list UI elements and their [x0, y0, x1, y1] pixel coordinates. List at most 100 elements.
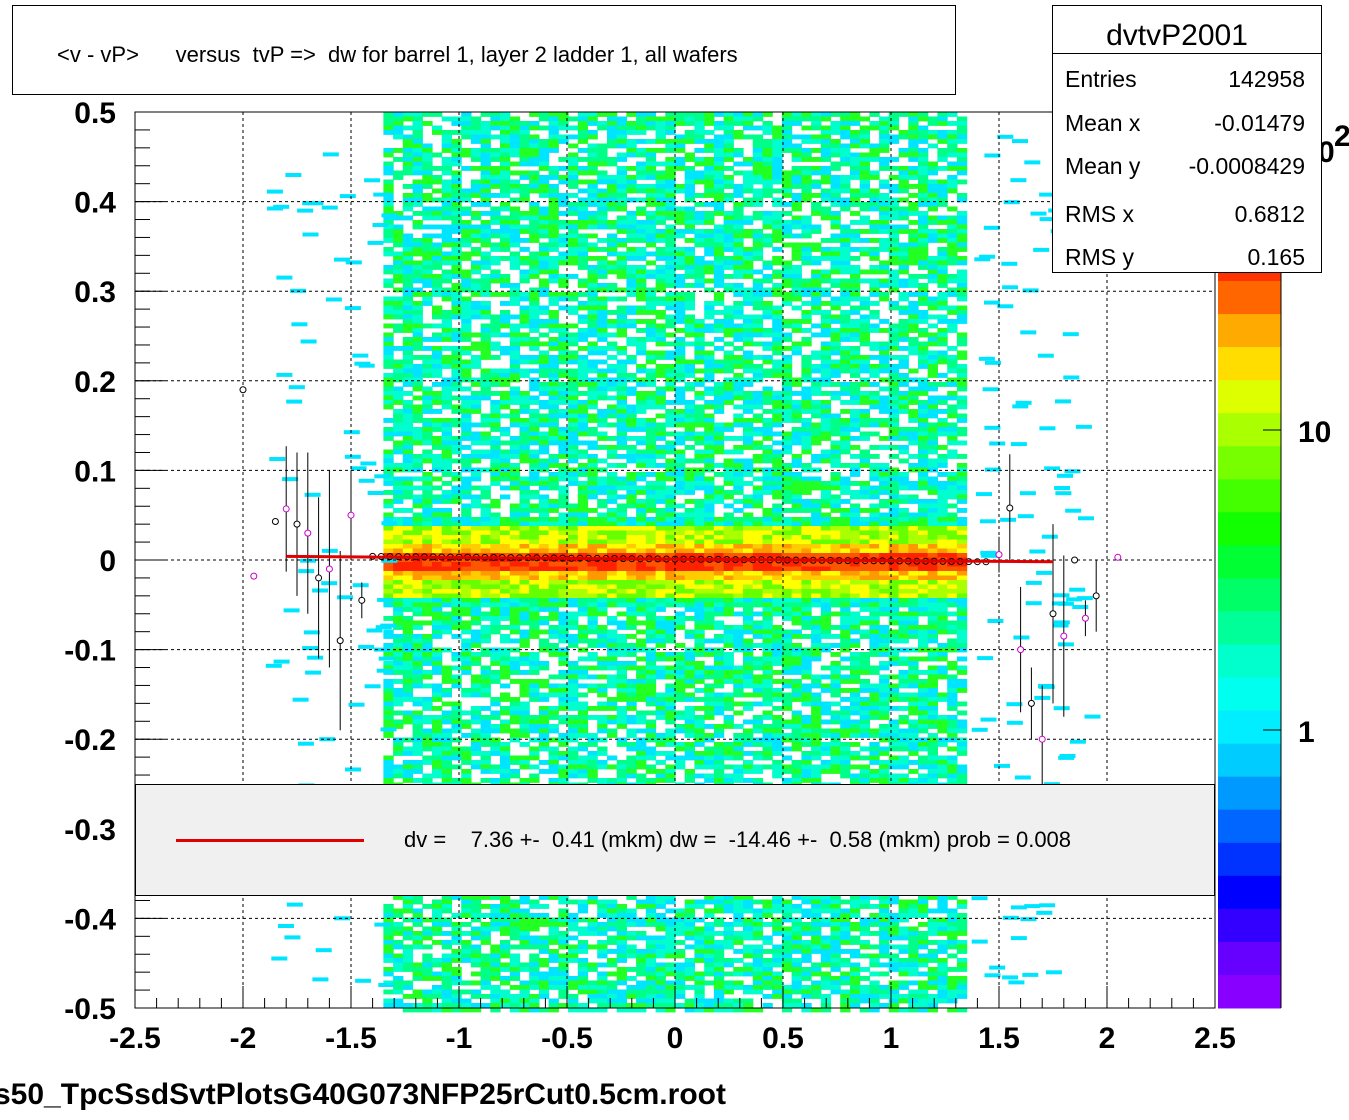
heatmap-cell — [432, 445, 443, 450]
heatmap-cell — [451, 256, 462, 261]
heatmap-cell — [412, 454, 423, 459]
heatmap-cell — [461, 377, 472, 383]
heatmap-cell — [645, 688, 657, 693]
heatmap-cell — [519, 332, 530, 338]
heatmap-cell — [665, 301, 676, 306]
heatmap-cell — [383, 377, 394, 383]
heatmap-cell — [636, 341, 647, 347]
heatmap-cell — [422, 944, 433, 950]
heatmap-cell — [548, 278, 559, 284]
heatmap-cell — [577, 949, 589, 954]
heatmap-cell — [509, 1007, 521, 1013]
heatmap-cell — [597, 539, 608, 545]
heatmap-cell — [548, 269, 559, 275]
heatmap-cell — [470, 580, 482, 585]
heatmap-cell — [500, 377, 511, 383]
heatmap-cell — [393, 400, 404, 405]
heatmap-cell — [684, 499, 695, 504]
heatmap-cell — [461, 427, 472, 432]
heatmap-cell — [422, 274, 433, 279]
heatmap-cell — [636, 508, 647, 513]
heatmap-cell — [402, 184, 414, 189]
heatmap-cell — [684, 755, 695, 761]
heatmap-cell — [402, 958, 414, 963]
heatmap-cell — [529, 562, 540, 567]
heatmap-cell — [509, 125, 521, 131]
heatmap-cell — [558, 449, 569, 455]
heatmap-cell — [645, 548, 657, 554]
heatmap-cell — [626, 922, 637, 927]
heatmap-cell — [519, 355, 530, 360]
heatmap-cell — [441, 404, 452, 410]
heatmap-cell — [441, 571, 452, 576]
heatmap-cell — [616, 463, 627, 468]
heatmap-cell — [451, 449, 462, 455]
heatmap-cell — [665, 539, 676, 545]
heatmap-cell — [597, 571, 608, 576]
heatmap-cell — [597, 593, 608, 599]
heatmap-cell — [422, 1003, 433, 1008]
heatmap-cell — [412, 535, 423, 540]
heatmap-cell — [675, 692, 686, 698]
heatmap-cell — [480, 368, 491, 374]
heatmap-cell — [684, 917, 695, 923]
heatmap-cell — [587, 616, 598, 621]
heatmap-cell — [675, 454, 686, 459]
heatmap-cell — [500, 152, 511, 158]
heatmap-cell — [616, 508, 627, 513]
heatmap-cell — [480, 674, 491, 680]
heatmap-cell — [577, 409, 589, 414]
heatmap-cell — [568, 251, 579, 257]
heatmap-cell — [412, 157, 423, 162]
heatmap-cell — [402, 616, 414, 621]
heatmap-cell — [393, 485, 404, 491]
heatmap-cell — [500, 170, 511, 176]
heatmap-cell — [383, 571, 394, 576]
heatmap-cell — [636, 917, 647, 923]
heatmap-cell — [577, 467, 589, 473]
heatmap-cell — [490, 220, 501, 225]
heatmap-cell — [597, 386, 608, 392]
heatmap-cell — [529, 544, 540, 549]
heatmap-cell — [441, 436, 452, 441]
heatmap-cell — [538, 233, 550, 239]
heatmap-cell — [645, 922, 657, 927]
heatmap-cell — [636, 922, 647, 927]
heatmap-cell — [675, 431, 686, 437]
heatmap-cell — [694, 449, 705, 455]
heatmap-cell — [636, 670, 647, 675]
heatmap-cell — [558, 292, 569, 297]
heatmap-cell — [568, 305, 579, 311]
heatmap-cell — [441, 296, 452, 302]
heatmap-cell — [645, 719, 657, 725]
heatmap-cell — [645, 994, 657, 999]
heatmap-cell — [587, 751, 598, 756]
heatmap-cell — [645, 697, 657, 702]
heatmap-cell — [529, 778, 540, 783]
heatmap-cell — [509, 206, 521, 212]
heatmap-cell — [432, 742, 443, 747]
heatmap-cell — [393, 589, 404, 594]
heatmap-cell — [490, 769, 501, 774]
heatmap-cell — [422, 512, 433, 518]
heatmap-cell — [432, 931, 443, 936]
heatmap-cell — [529, 175, 540, 180]
heatmap-cell — [684, 742, 695, 747]
heatmap-cell — [402, 134, 414, 140]
heatmap-cell — [636, 584, 647, 590]
heatmap-cell — [616, 715, 627, 720]
heatmap-cell — [393, 413, 404, 419]
heatmap-cell — [432, 665, 443, 671]
heatmap-cell — [519, 557, 530, 563]
heatmap-cell — [432, 571, 443, 576]
heatmap-cell — [558, 157, 569, 162]
heatmap-cell — [675, 296, 686, 302]
heatmap-cell — [393, 328, 404, 333]
heatmap-cell — [412, 656, 423, 662]
heatmap-cell — [490, 260, 501, 266]
heatmap-cell — [432, 530, 443, 536]
heatmap-cell — [490, 728, 501, 734]
heatmap-cell — [626, 526, 637, 531]
heatmap-cell — [490, 589, 501, 594]
heatmap-cell — [538, 746, 550, 752]
